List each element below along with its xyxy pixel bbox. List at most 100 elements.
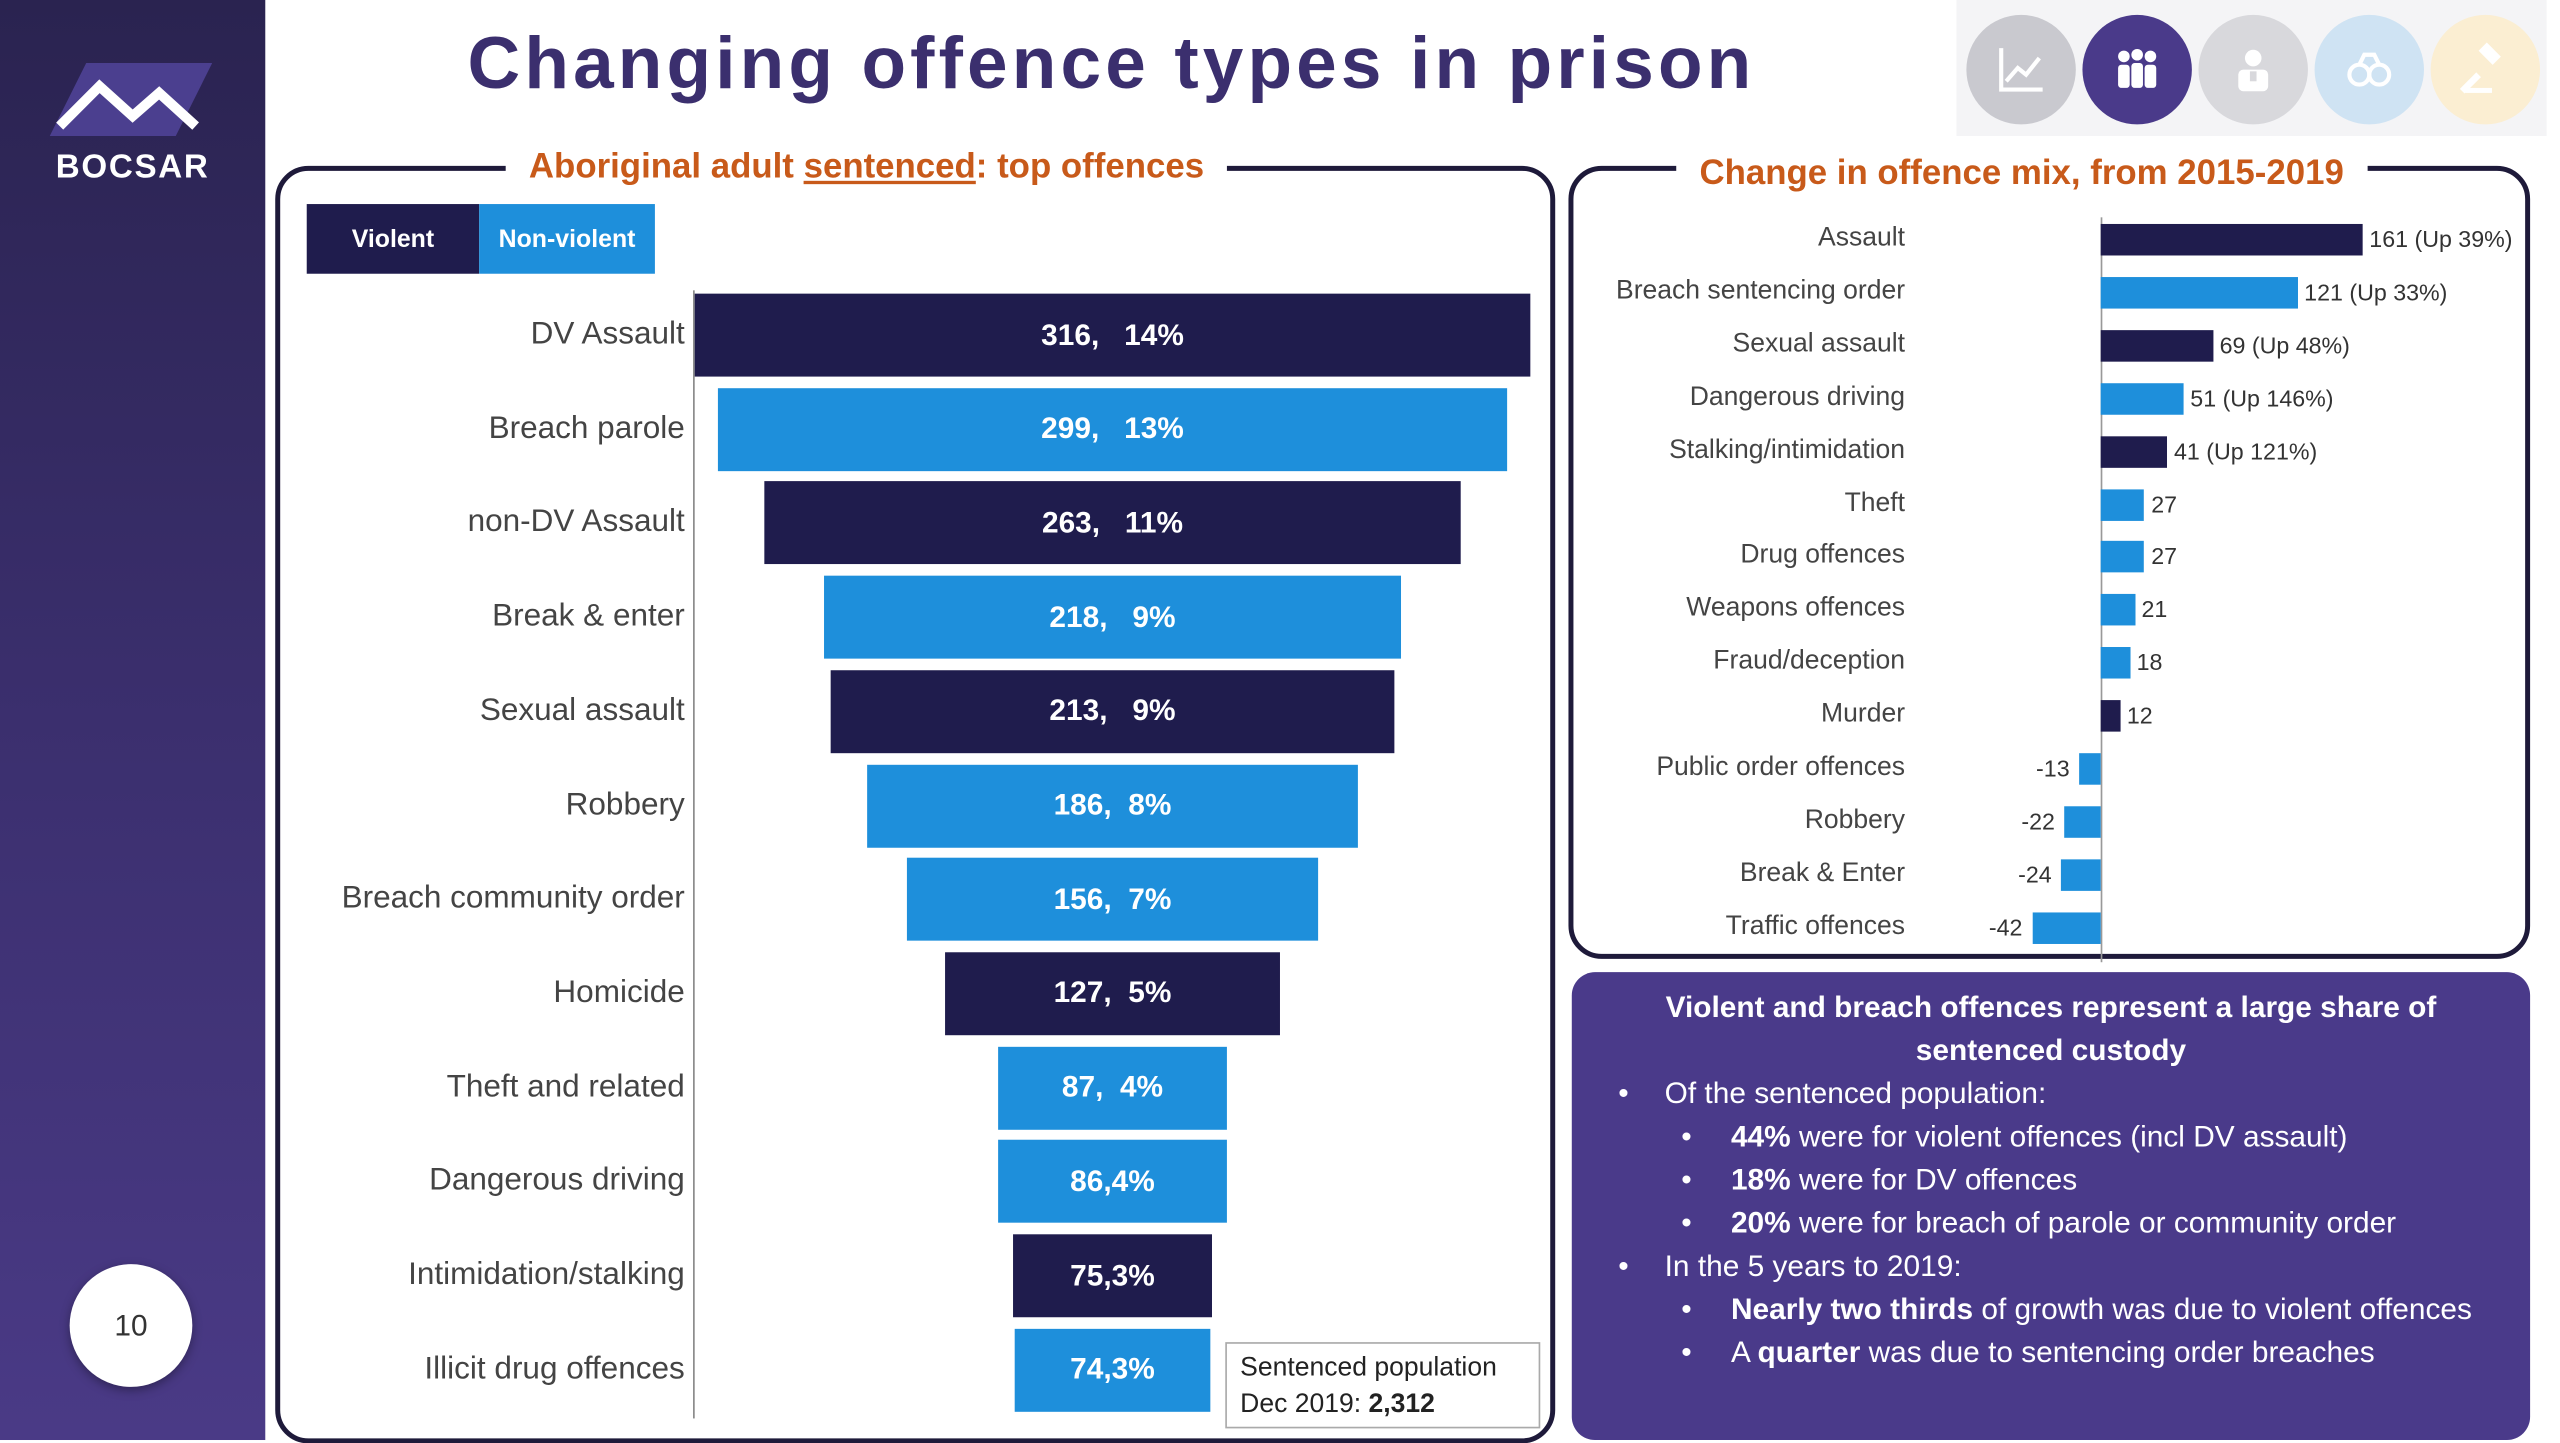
funnel-category-label: Dangerous driving <box>429 1163 685 1199</box>
change-bar <box>2032 911 2101 944</box>
change-bar <box>2061 859 2101 891</box>
funnel-bar: 218, 9% <box>824 575 1401 659</box>
legend-violent: Violent <box>306 204 480 274</box>
people-icon <box>2118 48 2157 88</box>
change-category-label: Stalking/intimidation <box>1669 435 1906 464</box>
change-value-label: 121 (Up 33%) <box>2304 278 2448 306</box>
change-category-label: Break & Enter <box>1739 859 1906 888</box>
change-bar <box>2064 806 2101 838</box>
change-bar <box>2100 594 2135 626</box>
change-value-label: 21 <box>2141 596 2168 623</box>
summary-box: Violent and breach offences represent a … <box>1571 972 2531 1441</box>
change-value-label: -22 <box>2021 807 2055 835</box>
funnel-category-label: Breach parole <box>488 410 685 446</box>
change-value-label: 27 <box>2151 490 2178 517</box>
funnel-bar: 87, 4% <box>997 1046 1228 1130</box>
funnel-bar: 127, 5% <box>944 952 1281 1036</box>
change-category-label: Traffic offences <box>1725 911 1906 941</box>
change-value-label: -42 <box>1988 913 2023 941</box>
change-value-label: 51 (Up 146%) <box>2190 384 2334 411</box>
funnel-category-label: Homicide <box>553 975 685 1011</box>
nav-gavel-button[interactable] <box>2430 14 2541 125</box>
funnel-bar: 156, 7% <box>906 858 1319 941</box>
change-value-label: 27 <box>2151 543 2178 570</box>
funnel-bar-label: 186, 8% <box>1053 788 1172 822</box>
funnel-bar: 86,4% <box>998 1140 1227 1224</box>
change-value-label: 161 (Up 39%) <box>2369 225 2513 253</box>
change-value-label: 18 <box>2136 648 2163 676</box>
change-bar <box>2100 700 2121 732</box>
change-value-label: 69 (Up 48%) <box>2219 331 2350 359</box>
funnel-category-label: Sexual assault <box>479 693 685 728</box>
funnel-bar: 316, 14% <box>694 293 1531 377</box>
change-bar <box>2079 753 2101 785</box>
funnel-category-label: Robbery <box>565 787 685 823</box>
page-number: 10 <box>69 1264 193 1387</box>
change-bar <box>2100 488 2145 521</box>
funnel-category-label: Breach community order <box>341 881 685 917</box>
change-value-label: -13 <box>2036 754 2070 782</box>
funnel-category-label: Break & enter <box>492 599 685 634</box>
funnel-bar-label: 75,3% <box>1070 1258 1155 1292</box>
change-category-label: Drug offences <box>1740 541 1906 570</box>
funnel-bar-label: 74,3% <box>1070 1352 1155 1386</box>
right-panel-title: Change in offence mix, from 2015-2019 <box>1676 154 2368 195</box>
change-category-label: Weapons offences <box>1686 594 1906 623</box>
funnel-category-label: Intimidation/stalking <box>408 1257 685 1293</box>
change-category-label: Murder <box>1821 700 1906 729</box>
population-date: Dec 2019: <box>1240 1390 1369 1419</box>
trend-chart-icon <box>1999 48 2043 92</box>
change-category-label: Fraud/deception <box>1713 647 1906 676</box>
funnel-bar: 74,3% <box>1014 1328 1211 1412</box>
change-category-label: Robbery <box>1804 806 1906 835</box>
sidebar: BOCSAR 10 <box>0 0 266 1441</box>
change-category-label: Breach sentencing order <box>1616 276 1906 306</box>
funnel-bar-label: 213, 9% <box>1049 693 1176 728</box>
summary-sub-bullet: 18% were for DV offences <box>1598 1158 2503 1201</box>
page-title: Changing offence types in prison <box>467 23 1756 105</box>
offence-mix-panel: Change in offence mix, from 2015-2019 As… <box>1568 154 2531 962</box>
summary-sub-bullet: A quarter was due to sentencing order br… <box>1598 1331 2503 1374</box>
change-category-label: Theft <box>1844 488 1906 517</box>
nav-custody-button[interactable] <box>2198 14 2308 125</box>
top-offences-panel: Aboriginal adult sentenced: top offences… <box>275 147 1556 1443</box>
change-category-label: Sexual assault <box>1732 329 1906 359</box>
change-bar <box>2100 541 2145 574</box>
change-category-label: Dangerous driving <box>1689 382 1906 411</box>
funnel-axis <box>693 290 695 1419</box>
funnel-category-label: Illicit drug offences <box>424 1351 685 1387</box>
section-nav <box>1956 0 2547 137</box>
population-label: Sentenced population <box>1240 1353 1497 1382</box>
funnel-bar: 75,3% <box>1013 1234 1212 1318</box>
brand-name: BOCSAR <box>55 149 210 186</box>
summary-sub-bullet: Nearly two thirds of growth was due to v… <box>1598 1287 2503 1330</box>
funnel-bar: 213, 9% <box>830 669 1395 753</box>
legend: Violent Non-violent <box>306 204 655 274</box>
summary-title: Violent and breach offences represent a … <box>1665 990 2437 1067</box>
funnel-bar-label: 218, 9% <box>1049 599 1176 634</box>
change-value-label: 12 <box>2126 701 2153 729</box>
funnel-category-label: DV Assault <box>530 316 685 352</box>
left-panel-title: Aboriginal adult sentenced: top offences <box>505 147 1228 188</box>
funnel-bar-label: 316, 14% <box>1041 317 1184 351</box>
funnel-bar-label: 127, 5% <box>1053 976 1172 1010</box>
change-chart-axis <box>2100 217 2103 962</box>
handcuffs-icon <box>2347 52 2392 87</box>
change-value-label: 41 (Up 121%) <box>2174 437 2318 464</box>
change-chart: Assault 161 (Up 39%) Breach sentencing ord… <box>1573 171 2525 962</box>
summary-bullet: In the 5 years to 2019: <box>1598 1244 2503 1287</box>
funnel-bar-label: 86,4% <box>1070 1164 1155 1198</box>
funnel-bar-label: 156, 7% <box>1053 882 1172 916</box>
summary-sub-bullet: 20% were for breach of parole or communi… <box>1598 1201 2503 1244</box>
gavel-icon <box>2459 42 2501 94</box>
nav-trend-button[interactable] <box>1966 14 2076 125</box>
funnel-bar: 299, 13% <box>717 387 1508 471</box>
bocsar-logo-icon <box>49 63 213 137</box>
change-category-label: Assault <box>1818 223 1906 253</box>
nav-handcuffs-button[interactable] <box>2314 14 2424 125</box>
funnel-bar: 263, 11% <box>764 481 1461 565</box>
summary-sub-bullet: 44% were for violent offences (incl DV a… <box>1598 1115 2503 1158</box>
population-value: 2,312 <box>1368 1390 1435 1419</box>
nav-people-button[interactable] <box>2082 14 2192 125</box>
